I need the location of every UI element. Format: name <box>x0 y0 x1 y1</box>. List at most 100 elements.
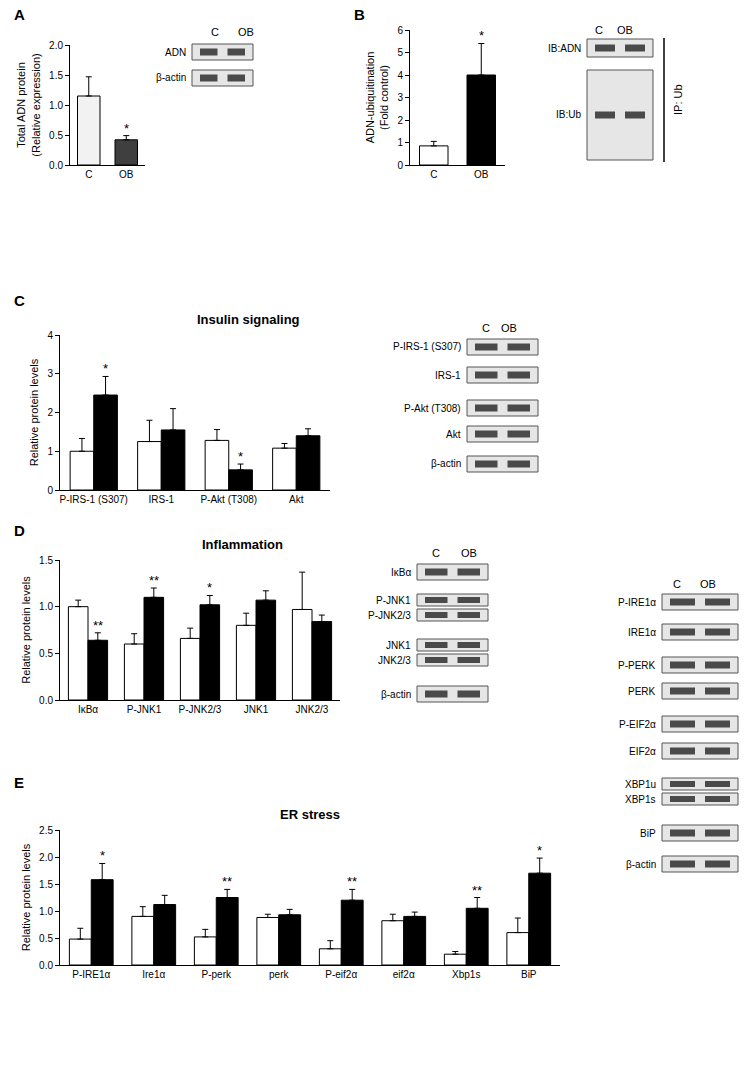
svg-text:P-JNK2/3: P-JNK2/3 <box>368 610 411 621</box>
svg-text:1.0: 1.0 <box>39 601 53 612</box>
svg-text:0.0: 0.0 <box>39 960 53 971</box>
svg-text:2.0: 2.0 <box>49 40 63 51</box>
svg-text:0.0: 0.0 <box>39 695 53 706</box>
svg-text:Akt: Akt <box>446 429 461 440</box>
svg-text:Xbp1s: Xbp1s <box>452 969 480 980</box>
svg-text:1.0: 1.0 <box>39 906 53 917</box>
svg-text:β-actin: β-actin <box>156 72 186 83</box>
svg-text:1.0: 1.0 <box>49 100 63 111</box>
svg-text:eif2α: eif2α <box>393 969 415 980</box>
svg-text:**: ** <box>149 573 159 588</box>
svg-text:ADN: ADN <box>165 47 186 58</box>
svg-text:P-JNK1: P-JNK1 <box>127 704 162 715</box>
svg-text:OB: OB <box>238 26 254 38</box>
svg-text:3: 3 <box>397 92 403 103</box>
svg-text:OB: OB <box>119 169 134 180</box>
svg-text:**: ** <box>93 618 103 633</box>
svg-text:1.5: 1.5 <box>39 555 53 566</box>
svg-text:JNK1: JNK1 <box>386 640 411 651</box>
svg-text:6: 6 <box>397 25 403 36</box>
svg-text:IκBα: IκBα <box>78 704 98 715</box>
svg-text:**: ** <box>222 874 232 889</box>
svg-text:Inflammation: Inflammation <box>202 537 283 552</box>
svg-text:BiP: BiP <box>640 828 656 839</box>
svg-text:P-Akt (T308): P-Akt (T308) <box>200 494 257 505</box>
svg-text:2.0: 2.0 <box>39 852 53 863</box>
svg-text:C: C <box>211 26 219 38</box>
svg-text:P-perk: P-perk <box>202 969 232 980</box>
svg-text:IRS-1: IRS-1 <box>435 370 461 381</box>
svg-text:0: 0 <box>397 160 403 171</box>
svg-text:*: * <box>103 361 108 376</box>
svg-text:C: C <box>14 292 25 309</box>
svg-text:4: 4 <box>397 70 403 81</box>
svg-text:OB: OB <box>501 322 517 334</box>
svg-text:0.5: 0.5 <box>39 648 53 659</box>
svg-text:XBP1u: XBP1u <box>625 779 656 790</box>
svg-text:*: * <box>479 28 484 43</box>
svg-text:C: C <box>432 547 440 559</box>
svg-text:*: * <box>238 449 243 464</box>
svg-text:**: ** <box>472 883 482 898</box>
svg-text:P-EIF2α: P-EIF2α <box>619 719 656 730</box>
svg-text:OB: OB <box>617 24 633 36</box>
svg-text:C: C <box>85 169 92 180</box>
svg-text:P-IRS-1 (S307): P-IRS-1 (S307) <box>393 341 461 352</box>
svg-text:Relative protein levels: Relative protein levels <box>20 576 32 684</box>
svg-text:EIF2α: EIF2α <box>629 746 656 757</box>
svg-text:JNK2/3: JNK2/3 <box>378 655 411 666</box>
svg-text:JNK2/3: JNK2/3 <box>296 704 329 715</box>
svg-text:P-IRE1α: P-IRE1α <box>618 597 656 608</box>
svg-text:C: C <box>673 578 681 590</box>
svg-text:*: * <box>537 843 542 858</box>
svg-text:C: C <box>595 24 603 36</box>
svg-text:2.5: 2.5 <box>39 825 53 836</box>
svg-text:P-eif2α: P-eif2α <box>325 969 357 980</box>
svg-text:P-IRE1α: P-IRE1α <box>72 969 110 980</box>
svg-text:1.5: 1.5 <box>39 879 53 890</box>
svg-text:1.5: 1.5 <box>49 70 63 81</box>
svg-text:OB: OB <box>474 169 489 180</box>
svg-text:IB:Ub: IB:Ub <box>556 109 581 120</box>
svg-text:β-actin: β-actin <box>431 458 461 469</box>
svg-text:IκBα: IκBα <box>391 567 411 578</box>
svg-text:ADN-ubiquitination(Fold contro: ADN-ubiquitination(Fold control) <box>364 52 390 144</box>
svg-text:0: 0 <box>47 485 53 496</box>
svg-text:P-PERK: P-PERK <box>618 660 656 671</box>
svg-text:Relative protein levels: Relative protein levels <box>28 358 40 466</box>
svg-text:XBP1s: XBP1s <box>625 794 656 805</box>
svg-text:2: 2 <box>397 115 403 126</box>
svg-text:OB: OB <box>700 578 716 590</box>
svg-text:C: C <box>430 169 437 180</box>
svg-text:P-Akt (T308): P-Akt (T308) <box>404 403 461 414</box>
svg-text:5: 5 <box>397 47 403 58</box>
svg-text:E: E <box>14 774 24 791</box>
svg-text:Relative protein levels: Relative protein levels <box>20 843 32 951</box>
svg-text:0.0: 0.0 <box>49 160 63 171</box>
svg-text:3: 3 <box>47 368 53 379</box>
svg-text:1: 1 <box>47 446 53 457</box>
svg-text:OB: OB <box>461 547 477 559</box>
svg-text:2: 2 <box>47 407 53 418</box>
svg-text:β-actin: β-actin <box>626 859 656 870</box>
svg-text:D: D <box>14 522 25 539</box>
svg-text:IRE1α: IRE1α <box>628 627 656 638</box>
svg-text:β-actin: β-actin <box>381 689 411 700</box>
svg-text:IB:ADN: IB:ADN <box>548 43 581 54</box>
svg-text:C: C <box>482 322 490 334</box>
svg-text:IP: Ub: IP: Ub <box>672 84 684 115</box>
svg-text:JNK1: JNK1 <box>244 704 269 715</box>
svg-text:P-IRS-1 (S307): P-IRS-1 (S307) <box>60 494 128 505</box>
svg-text:0.5: 0.5 <box>49 130 63 141</box>
svg-text:PERK: PERK <box>628 686 656 697</box>
svg-text:perk: perk <box>269 969 289 980</box>
svg-text:A: A <box>14 6 25 23</box>
svg-text:**: ** <box>347 874 357 889</box>
svg-text:*: * <box>124 121 129 136</box>
svg-text:0.5: 0.5 <box>39 933 53 944</box>
svg-text:Insulin signaling: Insulin signaling <box>197 312 300 327</box>
svg-text:4: 4 <box>47 330 53 341</box>
svg-text:Total ADN protein(Relative exp: Total ADN protein(Relative expression) <box>15 53 41 156</box>
svg-text:B: B <box>354 6 365 23</box>
svg-text:BiP: BiP <box>521 969 537 980</box>
